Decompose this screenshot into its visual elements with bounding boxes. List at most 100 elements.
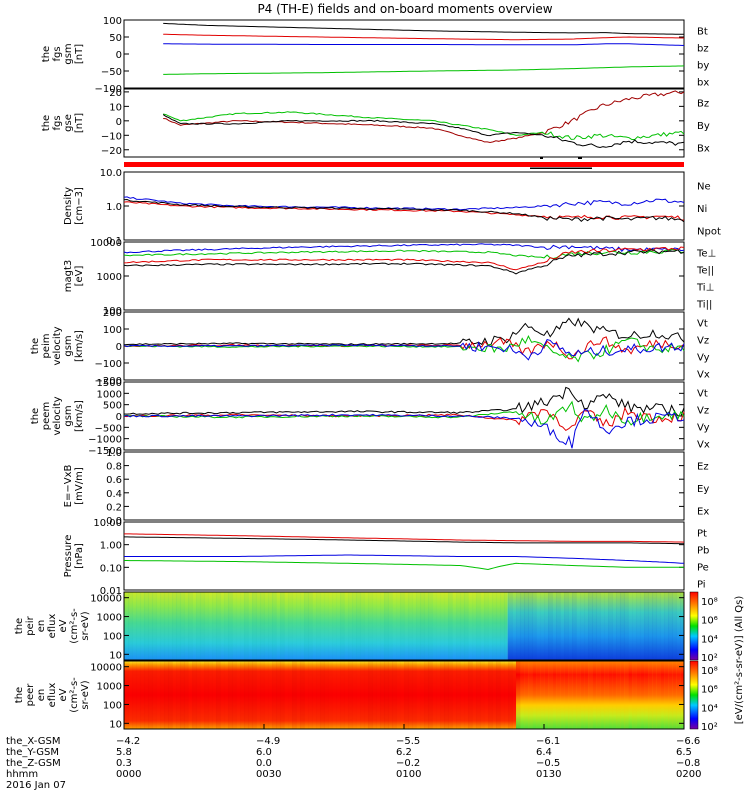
y-axis-label: [cm−3] xyxy=(74,187,85,225)
y-axis-label: peim xyxy=(41,333,52,358)
y-tick-label: 100 xyxy=(103,306,122,317)
x-tick-value: −6.6 xyxy=(676,736,700,747)
y-axis-label: Density xyxy=(63,187,74,225)
figure-title: P4 (TH-E) fields and on-board moments ov… xyxy=(257,2,552,16)
legend-Ex: Ex xyxy=(697,507,709,518)
legend-Pb: Pb xyxy=(697,546,709,557)
legend-bz: bz xyxy=(697,44,709,55)
y-tick-label: 0.10 xyxy=(100,563,122,574)
legend-By: By xyxy=(697,121,710,132)
y-axis-label: fgs xyxy=(52,115,63,130)
panel-p8: 10.00 1.00 0.10 0.01 Pressure [nPa] Pt Pb Pe Pi xyxy=(63,518,709,597)
series-bz xyxy=(163,33,684,41)
legend-Vz: Vz xyxy=(697,336,709,347)
x-tick-value: 6.5 xyxy=(676,747,692,758)
y-tick-label: −100 xyxy=(95,84,122,95)
y-axis-label: eV xyxy=(58,688,69,701)
series-Te⊥ xyxy=(123,246,685,271)
y-tick-label: 100 xyxy=(103,325,122,336)
y-axis-label: gsm xyxy=(63,405,74,426)
series-Ti⊥ xyxy=(123,243,685,254)
y-tick-label: 1.00 xyxy=(100,541,122,552)
y-tick-label: 10.00 xyxy=(93,518,122,529)
series-Vy xyxy=(123,335,685,363)
y-axis-label: Pressure xyxy=(63,535,74,578)
legend-Pe: Pe xyxy=(697,563,709,574)
x-tick-value: −4.2 xyxy=(116,736,140,747)
y-tick-label: 500 xyxy=(103,401,122,412)
panel-p10: 10000 1000 100 10 the peer en eflux eV (cm²-s-sr-… xyxy=(14,660,718,733)
legend-Vx: Vx xyxy=(697,370,710,381)
y-axis-label: [km/s] xyxy=(74,330,85,362)
y-axis-label: the xyxy=(30,338,41,354)
legend-Ez: Ez xyxy=(697,461,709,472)
y-axis-label: [nT] xyxy=(74,44,85,64)
y-tick-label: 10000 xyxy=(90,238,122,249)
colorbar-tick: 10⁸ xyxy=(701,597,718,608)
y-tick-label: 10 xyxy=(109,650,122,661)
x-tick-value: −5.5 xyxy=(396,736,420,747)
y-tick-label: 0 xyxy=(116,50,122,61)
y-tick-label: 1000 xyxy=(97,389,122,400)
legend-Ni: Ni xyxy=(697,204,707,215)
x-tick-value: 0130 xyxy=(536,769,561,780)
legend-Ti||: Ti|| xyxy=(696,300,712,311)
colorbar-tick: 10⁴ xyxy=(701,634,718,645)
y-tick-label: 0.6 xyxy=(106,475,122,486)
colorbar-tick: 10⁶ xyxy=(701,685,718,696)
series-Ni xyxy=(123,198,685,223)
legend-bx: bx xyxy=(697,78,709,89)
colorbar-tick: 10⁶ xyxy=(701,616,718,627)
y-tick-label: 1000 xyxy=(97,682,122,693)
y-axis-label: E=−VxB xyxy=(63,465,74,508)
y-tick-label: 20 xyxy=(109,88,122,99)
series-by xyxy=(163,65,685,75)
y-axis-label: (cm²-s- xyxy=(69,677,80,713)
colorbar-tick: 10² xyxy=(701,653,718,664)
y-axis-label: (cm²-s- xyxy=(69,608,80,644)
series-Npot xyxy=(123,196,685,211)
y-axis-label: gsm xyxy=(63,335,74,356)
y-tick-label: 0.1 xyxy=(106,236,122,247)
y-axis-label: [mV/m] xyxy=(74,467,85,505)
y-tick-label: −500 xyxy=(95,423,122,434)
legend-by: by xyxy=(697,61,709,72)
panel-p1: 100 50 0 −50 −100 the fgs gsm [nT] Bt bz by bx xyxy=(41,16,709,95)
series-Bx xyxy=(162,114,685,149)
y-axis-label: eflux xyxy=(47,614,58,639)
x-tick-value: −6.1 xyxy=(536,736,560,747)
y-tick-label: 100 xyxy=(103,16,122,27)
y-axis-label: [km/s] xyxy=(74,400,85,432)
legend-Vx: Vx xyxy=(697,440,710,451)
legend-Te||: Te|| xyxy=(696,266,714,277)
y-tick-label: 1.0 xyxy=(106,202,122,213)
y-tick-label: 0.2 xyxy=(106,502,122,513)
y-axis-label: gsm xyxy=(63,43,74,64)
legend-Te⊥: Te⊥ xyxy=(696,249,716,260)
legend-Ey: Ey xyxy=(697,484,709,495)
series-Pb xyxy=(124,533,685,543)
y-tick-label: −50 xyxy=(101,67,122,78)
y-tick-label: 0.0 xyxy=(106,516,122,527)
y-tick-label: 1500 xyxy=(97,378,122,389)
series-Bz xyxy=(163,90,685,144)
y-axis-label: magt3 xyxy=(63,260,74,293)
quality-flag-bar xyxy=(124,157,684,169)
y-axis-label: [nPa] xyxy=(74,543,85,569)
series-Vx xyxy=(123,408,685,449)
y-tick-label: −100 xyxy=(95,359,122,370)
colorbar xyxy=(689,591,699,661)
y-tick-label: −1500 xyxy=(88,446,122,457)
y-tick-label: −20 xyxy=(101,146,122,157)
y-tick-label: −200 xyxy=(95,376,122,387)
legend-Ne: Ne xyxy=(697,181,711,192)
y-tick-label: −1000 xyxy=(88,435,122,446)
x-tick-value: 5.8 xyxy=(116,747,132,758)
y-axis-label: the xyxy=(41,46,52,62)
y-tick-label: 0.01 xyxy=(100,586,122,597)
x-tick-value: 0200 xyxy=(676,769,701,780)
legend-Vy: Vy xyxy=(697,353,710,364)
x-tick-value: 6.4 xyxy=(536,747,552,758)
